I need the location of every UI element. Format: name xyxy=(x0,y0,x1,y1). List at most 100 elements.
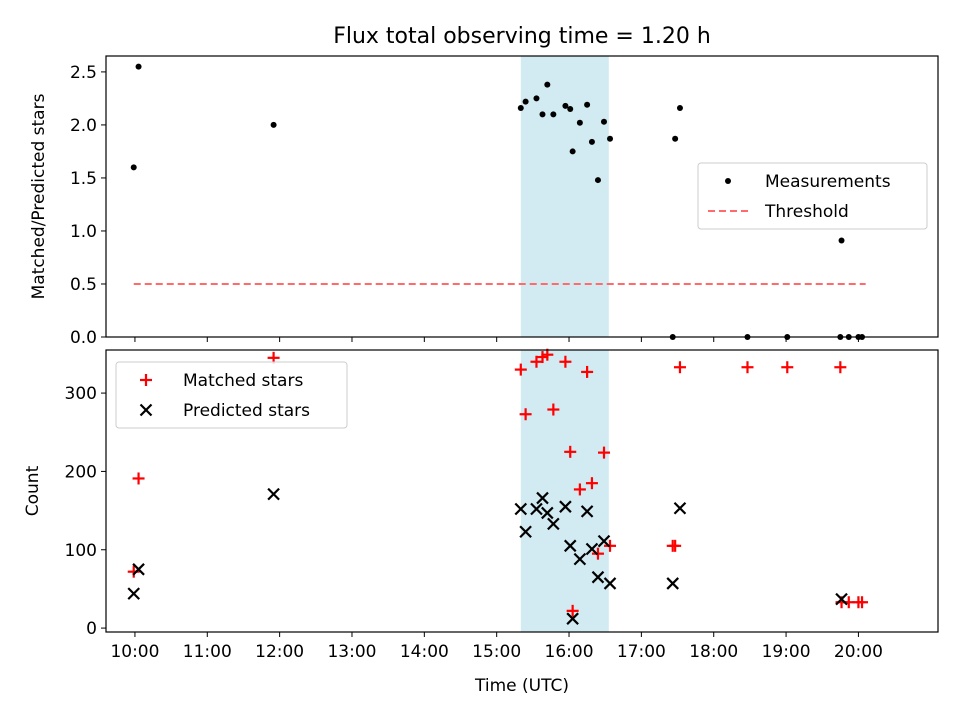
predicted-stars-point xyxy=(597,534,611,548)
measurement-points xyxy=(130,63,866,340)
y-tick-label: 2.5 xyxy=(70,63,97,83)
matched-stars-point xyxy=(573,483,586,496)
predicted-stars-point xyxy=(585,542,599,556)
measurement-point xyxy=(550,111,557,118)
x-axis-ticks-top-panel xyxy=(134,337,859,342)
predicted-stars-point xyxy=(127,587,141,600)
plot-frame xyxy=(105,55,939,338)
matched-stars-point xyxy=(559,355,572,368)
matched-stars-point xyxy=(673,361,686,374)
matched-stars-point xyxy=(597,446,610,459)
predicted-stars-point xyxy=(267,487,280,501)
legend-label-measurements: Measurements xyxy=(765,172,891,192)
matched-stars-point xyxy=(519,408,532,421)
x-axis-ticks: 10:00 11:00 12:00 13:00 14:00 15:00 16:00 17:00… xyxy=(110,632,883,662)
measurement-point xyxy=(569,148,576,155)
predicted-stars-point xyxy=(603,577,617,590)
predicted-stars-point xyxy=(591,570,605,584)
x-tick-label: 19:00 xyxy=(762,642,811,662)
x-tick-label: 15:00 xyxy=(472,642,521,662)
legend-marker-measurements xyxy=(725,178,731,184)
y-tick-label: 1.0 xyxy=(70,222,97,242)
observing-window-span xyxy=(520,56,609,337)
predicted-stars-point xyxy=(536,491,549,505)
legend-x-marker xyxy=(139,403,153,417)
matched-stars-point xyxy=(566,604,579,617)
x-tick-label: 16:00 xyxy=(545,642,594,662)
predicted-stars-point xyxy=(514,502,528,516)
matched-stars-point xyxy=(856,596,869,609)
y-axis-label: Matched/Predicted stars xyxy=(29,93,49,299)
matched-stars-point xyxy=(585,477,598,490)
y-tick-label: 300 xyxy=(65,384,97,404)
matched-stars-point xyxy=(669,539,682,552)
x-tick-label: 18:00 xyxy=(689,642,738,662)
measurement-point xyxy=(676,104,683,111)
chart-title: Flux total observing time = 1.20 h xyxy=(333,24,711,49)
x-tick-label: 11:00 xyxy=(183,642,232,662)
matched-stars-point xyxy=(132,472,145,485)
measurement-point xyxy=(588,138,595,145)
legend-frame xyxy=(115,361,348,429)
y-tick-label: 0.0 xyxy=(70,328,97,348)
legend-label-matched: Matched stars xyxy=(183,371,303,391)
x-axis-label: Time (UTC) xyxy=(474,676,569,696)
matched-stars-point xyxy=(541,348,554,361)
y-axis-ticks: 0.0 0.5 1.0 1.5 2.0 2.5 xyxy=(70,63,106,348)
predicted-stars-point xyxy=(547,517,560,531)
measurement-point xyxy=(517,104,524,111)
y-tick-label: 0.5 xyxy=(70,275,97,295)
predicted-stars-point xyxy=(563,539,577,553)
measurement-point xyxy=(130,164,137,171)
predicted-stars-point xyxy=(566,612,579,625)
measurement-point xyxy=(567,106,574,113)
x-tick-label: 17:00 xyxy=(617,642,666,662)
y-tick-label: 1.5 xyxy=(70,169,97,189)
y-axis-ticks: 0 100 200 300 xyxy=(65,384,106,639)
measurement-point xyxy=(135,63,142,70)
measurement-point xyxy=(672,135,679,142)
legend-marker-predicted xyxy=(139,403,153,417)
matched-stars-point xyxy=(581,365,594,378)
matched-stars-point xyxy=(834,361,847,374)
predicted-stars-point xyxy=(666,577,680,590)
count-points xyxy=(127,348,869,625)
predicted-stars-point xyxy=(580,505,594,518)
predicted-stars-point xyxy=(132,563,145,576)
x-tick-label: 10:00 xyxy=(110,642,159,662)
x-tick-label: 13:00 xyxy=(327,642,376,662)
y-tick-label: 100 xyxy=(65,541,97,561)
measurement-point xyxy=(533,95,540,102)
y-axis-label: Count xyxy=(23,465,43,516)
x-tick-label: 20:00 xyxy=(834,642,883,662)
measurement-point xyxy=(544,81,551,88)
predicted-stars-point xyxy=(559,500,572,513)
ratio-panel: 0.0 0.5 1.0 1.5 2.0 2.5 Matched/Predicted sta… xyxy=(29,55,939,348)
legend: Matched stars Predicted stars xyxy=(115,361,348,429)
legend: Measurements Threshold xyxy=(697,162,928,230)
y-tick-label: 0 xyxy=(86,619,97,639)
matched-stars-point xyxy=(564,445,577,458)
measurement-point xyxy=(562,102,569,109)
count-panel: 0 100 200 300 10:00 11:00 12:00 13:00 14:00 15:0… xyxy=(23,348,939,696)
matched-stars-point xyxy=(741,361,754,374)
matched-stars-point xyxy=(514,363,527,376)
measurement-point xyxy=(838,237,845,244)
measurement-point xyxy=(600,118,607,125)
measurement-point xyxy=(607,135,614,142)
measurement-point xyxy=(594,177,601,184)
x-tick-label: 14:00 xyxy=(400,642,449,662)
predicted-stars-point xyxy=(541,506,554,520)
legend-label-threshold: Threshold xyxy=(764,202,849,222)
plot-frame xyxy=(105,349,939,633)
measurement-point xyxy=(522,98,529,105)
y-tick-label: 2.0 xyxy=(70,116,97,136)
measurement-point xyxy=(270,121,277,128)
predicted-stars-point xyxy=(530,502,543,516)
predicted-stars-point xyxy=(573,552,587,566)
measurement-point xyxy=(576,119,583,126)
measurement-point xyxy=(539,111,546,118)
matched-stars-point xyxy=(547,403,560,416)
legend-frame xyxy=(697,162,928,230)
